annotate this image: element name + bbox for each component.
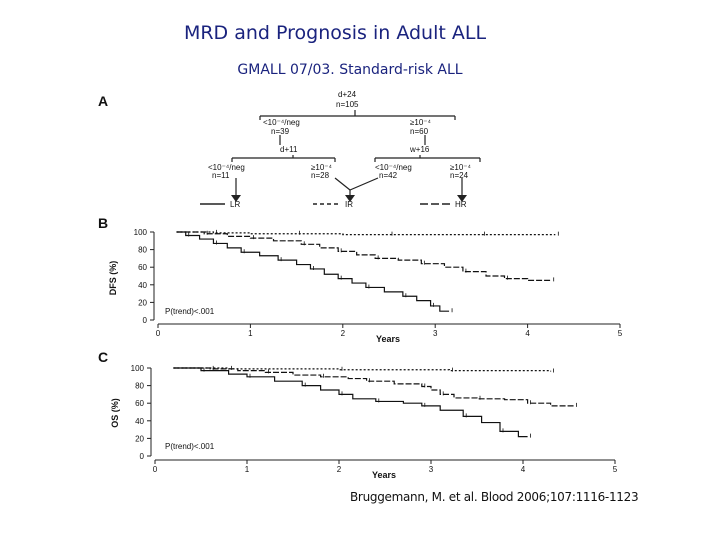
panel-b-y-tick-label: 20 (138, 298, 147, 307)
panel-c-curve-dashed (173, 367, 574, 407)
level1-node-1-line2: n=60 (410, 127, 429, 136)
panel-c-y-tick-label: 60 (135, 399, 144, 408)
leaf-node-3-line1: ≥10⁻⁴ (450, 163, 472, 172)
panel-c-os-chart: C OS (%) Years P(trend)<.001 02040608010… (98, 349, 618, 480)
leaf-node-2-line2: n=42 (379, 171, 398, 180)
panel-a: A d+24 n=105 (98, 90, 481, 209)
panel-c-y-tick-label: 100 (131, 364, 145, 373)
slide-title: MRD and Prognosis in Adult ALL (183, 22, 487, 44)
slide-subtitle: GMALL 07/03. Standard-risk ALL (237, 62, 463, 78)
level2-node-0: d+11 (280, 145, 298, 154)
leaf-node-2-line1: <10⁻⁴/neg (375, 163, 412, 172)
panel-b-curve-dotted (176, 231, 556, 236)
panel-a-label: A (98, 93, 108, 109)
panel-b-x-tick-label: 5 (618, 329, 623, 338)
risk-group-lr: LR (230, 200, 240, 209)
panel-c-label: C (98, 349, 108, 365)
root-node-line1: d+24 (338, 90, 357, 99)
panel-c-x-tick-label: 0 (153, 465, 158, 474)
tree-connectors (231, 110, 481, 195)
level1-node-0-line2: n=39 (271, 127, 290, 136)
panel-b-label: B (98, 215, 108, 231)
panel-c-curve-dotted (173, 367, 552, 372)
panel-b-x-tick-label: 0 (156, 329, 161, 338)
panel-b-x-tick-label: 1 (248, 329, 253, 338)
panel-b-y-tick-label: 80 (138, 246, 147, 255)
panel-b-y-tick-label: 60 (138, 263, 147, 272)
root-node-line2: n=105 (336, 100, 359, 109)
panel-c-x-tick-label: 4 (521, 465, 526, 474)
level1-node-1-line1: ≥10⁻⁴ (410, 118, 432, 127)
leaf-node-1-line2: n=28 (311, 171, 330, 180)
panel-b-curve-dashed (176, 231, 551, 281)
panel-b-y-tick-label: 40 (138, 281, 147, 290)
leaf-node-0-line1: <10⁻⁴/neg (208, 163, 245, 172)
panel-b-y-tick-label: 100 (134, 228, 148, 237)
panel-c-x-tick-label: 1 (245, 465, 250, 474)
panel-c-xlabel: Years (372, 470, 396, 480)
panel-b-xlabel: Years (376, 334, 400, 344)
panel-b-x-tick-label: 4 (525, 329, 530, 338)
panel-c-ylabel: OS (%) (110, 398, 120, 428)
leaf-node-1-line1: ≥10⁻⁴ (311, 163, 333, 172)
panel-c-x-tick-label: 2 (337, 465, 342, 474)
level1-node-0-line1: <10⁻⁴/neg (263, 118, 300, 127)
risk-group-ir: IR (345, 200, 353, 209)
panel-b-annotation: P(trend)<.001 (165, 307, 215, 316)
panel-c-y-tick-label: 0 (140, 452, 145, 461)
panel-b-ylabel: DFS (%) (108, 261, 118, 296)
panel-c-curve-solid (173, 367, 528, 438)
panel-c-x-tick-label: 3 (429, 465, 434, 474)
panel-b-dfs-chart: B DFS (%) Years P(trend)<.001 0204060801… (98, 215, 623, 344)
panel-c-x-tick-label: 5 (613, 465, 618, 474)
tree-arrowheads (231, 195, 467, 202)
panel-c-y-tick-label: 80 (135, 382, 144, 391)
panel-b-y-tick-label: 0 (143, 316, 148, 325)
risk-group-hr: HR (455, 200, 467, 209)
panel-c-annotation: P(trend)<.001 (165, 442, 215, 451)
citation: Bruggemann, M. et al. Blood 2006;107:111… (350, 490, 639, 504)
level2-node-1: w+16 (409, 145, 430, 154)
panel-c-y-tick-label: 40 (135, 417, 144, 426)
leaf-node-3-line2: n=24 (450, 171, 469, 180)
leaf-node-0-line2: n=11 (212, 171, 230, 180)
panel-b-x-tick-label: 2 (341, 329, 346, 338)
panel-b-curve-solid (176, 231, 450, 312)
panel-c-y-tick-label: 20 (135, 434, 144, 443)
panel-b-x-tick-label: 3 (433, 329, 438, 338)
